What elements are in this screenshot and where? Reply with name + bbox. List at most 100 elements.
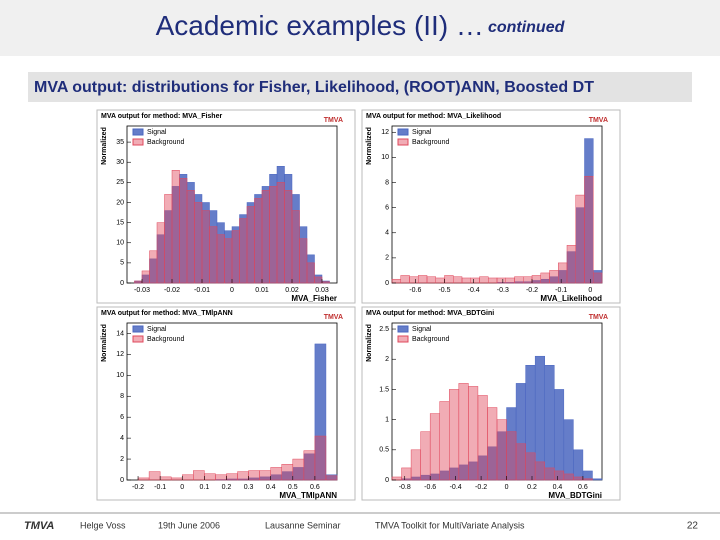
histogram-bin <box>544 365 555 481</box>
histogram-bin <box>544 467 555 481</box>
legend-label: Background <box>147 336 184 343</box>
legend-swatch <box>132 138 144 146</box>
histogram-bin <box>496 419 507 481</box>
histogram-bin <box>171 170 180 284</box>
footer-author: Helge Voss <box>80 520 126 530</box>
legend-swatch <box>397 325 409 333</box>
title-main: Academic examples (II) … <box>156 10 484 41</box>
histogram-bin <box>314 435 327 481</box>
footer-date: 19th June 2006 <box>158 520 220 530</box>
histogram-bin <box>593 272 603 284</box>
y-tick-label: 12 <box>381 129 389 136</box>
histogram-bin <box>179 178 188 284</box>
legend-label: Signal <box>412 129 432 136</box>
footer-logo: TMVA <box>24 520 54 532</box>
x-axis-label: MVA_Likelihood <box>540 294 602 303</box>
legend-swatch <box>397 128 409 136</box>
plot-area <box>126 322 338 481</box>
y-tick-label: 0 <box>385 477 389 484</box>
histogram-bin <box>226 473 238 481</box>
histogram-bin <box>554 389 565 481</box>
x-tick-label: 0.2 <box>222 484 232 491</box>
histogram-bin <box>193 470 205 481</box>
y-tick-label: 2 <box>385 255 389 262</box>
histogram-bin <box>515 443 526 481</box>
y-tick-label: 5 <box>120 260 124 267</box>
y-tick-label: 1.5 <box>379 386 389 393</box>
histogram-bin <box>291 210 300 284</box>
chart-title: MVA output for method: MVA_Fisher <box>101 113 222 120</box>
histogram-bin <box>216 234 225 284</box>
histogram-bin <box>534 461 545 481</box>
histogram-bin <box>321 281 330 284</box>
y-tick-label: 10 <box>381 154 389 161</box>
histogram-bin <box>449 389 460 481</box>
histogram-bin <box>254 198 263 284</box>
histogram-bin <box>453 276 463 284</box>
histogram-bin <box>506 431 517 481</box>
x-tick-label: 0.03 <box>315 287 329 294</box>
histogram-bin <box>248 470 260 481</box>
histogram-bin <box>468 386 479 481</box>
x-tick-label: 0.6 <box>310 484 320 491</box>
x-tick-label: -0.01 <box>194 287 210 294</box>
footer-toolkit: TMVA Toolkit for MultiVariate Analysis <box>375 520 525 530</box>
histogram-bin <box>461 277 471 284</box>
histogram-bin <box>284 190 293 284</box>
histogram-bin <box>239 218 248 284</box>
y-tick-label: 10 <box>116 240 124 247</box>
histogram-bin <box>573 476 584 481</box>
chart-logo: TMVA <box>324 314 343 321</box>
y-tick-label: 2 <box>120 456 124 463</box>
y-tick-label: 15 <box>116 219 124 226</box>
x-tick-label: 0.5 <box>288 484 298 491</box>
chart-logo: TMVA <box>324 117 343 124</box>
subtitle-band <box>28 72 692 102</box>
x-tick-label: -0.1 <box>555 287 567 294</box>
x-tick-label: -0.2 <box>526 287 538 294</box>
histogram-bin <box>303 450 316 481</box>
y-tick-label: 8 <box>120 393 124 400</box>
histogram-bin <box>429 413 440 481</box>
legend-label: Signal <box>412 326 432 333</box>
y-tick-label: 0 <box>120 280 124 287</box>
histogram-bin <box>531 275 541 284</box>
histogram-bin <box>292 458 305 481</box>
x-tick-label: -0.3 <box>497 287 509 294</box>
x-tick-label: -0.03 <box>134 287 150 294</box>
chart-title: MVA output for method: MVA_TMlpANN <box>101 310 233 317</box>
histogram-bin <box>458 383 469 481</box>
histogram-bin <box>400 275 410 284</box>
y-tick-label: 6 <box>120 414 124 421</box>
histogram-bin <box>204 473 216 481</box>
y-tick-label: 35 <box>116 139 124 146</box>
y-tick-label: 25 <box>116 179 124 186</box>
y-axis-label: Normalized <box>366 324 373 362</box>
page-number: 22 <box>687 521 699 532</box>
chart-logo: TMVA <box>589 117 608 124</box>
histogram-bin <box>141 270 150 284</box>
x-tick-label: -0.1 <box>154 484 166 491</box>
x-tick-label: 0 <box>180 484 184 491</box>
legend-swatch <box>132 325 144 333</box>
histogram-bin <box>134 280 143 284</box>
x-tick-label: -0.4 <box>450 484 462 491</box>
histogram-bin <box>435 277 445 284</box>
y-tick-label: 30 <box>116 159 124 166</box>
histogram-bin <box>299 238 308 284</box>
histogram-bin <box>487 407 498 481</box>
slide-title: Academic examples (II) … continued <box>156 10 566 41</box>
histogram-bin <box>582 478 593 481</box>
y-tick-label: 0.5 <box>379 447 389 454</box>
legend-label: Signal <box>147 326 167 333</box>
x-tick-label: -0.2 <box>132 484 144 491</box>
histogram-bin <box>488 277 498 284</box>
y-tick-label: 2.5 <box>379 326 389 333</box>
subtitle: MVA output: distributions for Fisher, Li… <box>34 79 594 96</box>
legend-label: Background <box>147 139 184 146</box>
histogram-bin <box>201 210 210 284</box>
histogram-bin <box>261 190 270 284</box>
histogram-bin <box>573 449 584 481</box>
x-tick-label: 0 <box>588 287 592 294</box>
x-tick-label: -0.6 <box>409 287 421 294</box>
